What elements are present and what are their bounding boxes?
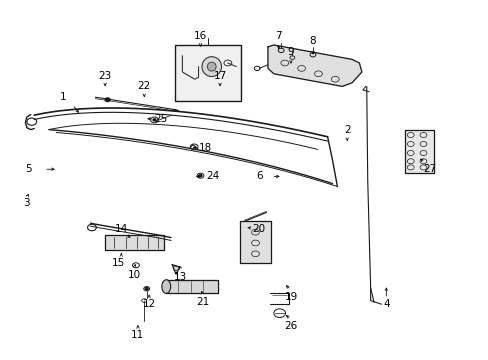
Text: 21: 21	[196, 297, 209, 307]
Text: 6: 6	[255, 171, 262, 181]
Text: 7: 7	[275, 31, 282, 41]
Text: 13: 13	[174, 272, 187, 282]
FancyBboxPatch shape	[175, 45, 241, 101]
Circle shape	[105, 98, 110, 102]
Text: 22: 22	[137, 81, 151, 91]
Text: 3: 3	[23, 198, 30, 208]
Text: 12: 12	[142, 299, 156, 309]
Text: 23: 23	[98, 71, 112, 81]
Text: 17: 17	[213, 71, 226, 81]
Text: 25: 25	[154, 114, 168, 124]
Polygon shape	[404, 130, 433, 173]
Text: 9: 9	[287, 47, 294, 57]
Polygon shape	[172, 265, 180, 274]
Text: 5: 5	[25, 164, 32, 174]
Polygon shape	[267, 45, 361, 86]
Polygon shape	[166, 280, 217, 293]
Text: 4: 4	[382, 299, 389, 309]
Ellipse shape	[162, 280, 170, 293]
Text: 27: 27	[423, 164, 436, 174]
Polygon shape	[239, 221, 271, 263]
Text: 1: 1	[60, 92, 67, 102]
Text: 8: 8	[309, 36, 316, 46]
Text: 24: 24	[205, 171, 219, 181]
Polygon shape	[105, 235, 163, 250]
Ellipse shape	[207, 62, 216, 71]
Text: 16: 16	[193, 31, 207, 41]
Text: 20: 20	[252, 224, 265, 234]
Text: 18: 18	[198, 143, 212, 153]
Text: 14: 14	[114, 224, 128, 234]
Text: 19: 19	[284, 292, 297, 302]
Text: 15: 15	[111, 258, 125, 268]
Text: 2: 2	[343, 125, 350, 135]
Circle shape	[199, 175, 202, 177]
Circle shape	[153, 119, 156, 121]
Text: 26: 26	[284, 321, 297, 331]
Text: 11: 11	[131, 330, 144, 340]
Ellipse shape	[202, 57, 221, 77]
Text: 10: 10	[128, 270, 141, 280]
Circle shape	[145, 288, 148, 290]
